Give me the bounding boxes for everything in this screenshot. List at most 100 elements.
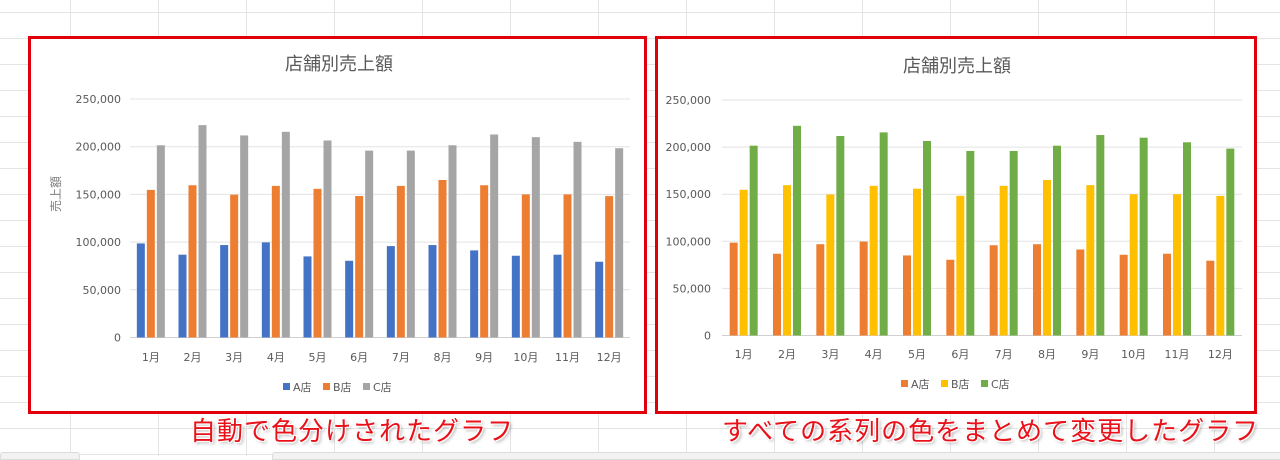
bar-B店[interactable] xyxy=(563,194,572,338)
y-tick-label: 250,000 xyxy=(666,94,712,107)
legend-label[interactable]: A店 xyxy=(911,377,930,391)
x-tick-label: 1月 xyxy=(735,348,753,361)
bar-A店[interactable] xyxy=(816,244,825,336)
bar-A店[interactable] xyxy=(989,245,998,336)
bar-B店[interactable] xyxy=(188,185,197,338)
bar-A店[interactable] xyxy=(1033,244,1041,336)
bar-B店[interactable] xyxy=(783,185,791,336)
bar-B店[interactable] xyxy=(999,185,1008,336)
bar-C店[interactable] xyxy=(448,145,457,338)
bar-A店[interactable] xyxy=(261,242,270,338)
legend-label[interactable]: C店 xyxy=(991,377,1010,391)
bar-C店[interactable] xyxy=(198,125,207,338)
bar-C店[interactable] xyxy=(406,150,415,338)
bar-C店[interactable] xyxy=(531,137,540,338)
bar-C店[interactable] xyxy=(879,132,888,336)
bar-A店[interactable] xyxy=(1119,254,1128,336)
bars xyxy=(729,125,1235,336)
x-tick-label: 10月 xyxy=(513,351,538,364)
bar-A店[interactable] xyxy=(428,245,437,338)
legend-label[interactable]: B店 xyxy=(951,377,970,391)
bar-B店[interactable] xyxy=(605,196,614,338)
bar-C店[interactable] xyxy=(1053,145,1061,336)
bar-A店[interactable] xyxy=(178,254,187,338)
bar-B店[interactable] xyxy=(230,194,239,338)
x-tick-label: 3月 xyxy=(225,351,243,364)
bar-B店[interactable] xyxy=(355,196,364,338)
caption-auto-color: 自動で色分けされたグラフ xyxy=(190,417,515,447)
bar-A店[interactable] xyxy=(553,254,562,338)
x-tick-label: 6月 xyxy=(350,351,368,364)
bar-A店[interactable] xyxy=(303,256,312,338)
bar-B店[interactable] xyxy=(313,188,322,338)
y-tick-label: 0 xyxy=(114,332,121,345)
bar-C店[interactable] xyxy=(490,134,499,338)
bar-C店[interactable] xyxy=(615,148,624,338)
bar-A店[interactable] xyxy=(1163,253,1171,336)
bar-A店[interactable] xyxy=(729,242,738,336)
bar-B店[interactable] xyxy=(913,188,921,336)
bar-A店[interactable] xyxy=(859,241,868,336)
bar-C店[interactable] xyxy=(1009,150,1018,336)
bar-C店[interactable] xyxy=(923,140,931,336)
bar-C店[interactable] xyxy=(323,140,332,338)
bar-C店[interactable] xyxy=(156,145,165,338)
legend-swatch xyxy=(323,383,330,390)
y-tick-label: 50,000 xyxy=(673,282,712,295)
bar-B店[interactable] xyxy=(826,194,835,336)
bar-A店[interactable] xyxy=(511,255,520,338)
bar-C店[interactable] xyxy=(966,150,975,336)
bar-A店[interactable] xyxy=(1076,249,1085,336)
bar-C店[interactable] xyxy=(281,131,290,338)
bar-B店[interactable] xyxy=(271,185,280,338)
bar-A店[interactable] xyxy=(386,246,395,338)
bar-A店[interactable] xyxy=(773,253,781,336)
bar-C店[interactable] xyxy=(573,141,582,338)
bar-C店[interactable] xyxy=(1096,135,1105,336)
bar-B店[interactable] xyxy=(739,189,748,336)
bar-A店[interactable] xyxy=(1206,260,1215,336)
bar-C店[interactable] xyxy=(1226,148,1235,336)
bar-A店[interactable] xyxy=(595,261,604,338)
bar-B店[interactable] xyxy=(956,195,965,336)
y-tick-label: 0 xyxy=(704,330,711,343)
bar-B店[interactable] xyxy=(1173,194,1181,336)
x-tick-label: 4月 xyxy=(865,348,883,361)
y-tick-label: 200,000 xyxy=(666,141,712,154)
bar-B店[interactable] xyxy=(146,189,155,338)
bar-B店[interactable] xyxy=(1216,195,1225,336)
bar-B店[interactable] xyxy=(396,185,405,338)
bar-A店[interactable] xyxy=(136,243,145,338)
legend-label[interactable]: C店 xyxy=(373,380,392,394)
y-tick-label: 150,000 xyxy=(666,188,712,201)
bar-A店[interactable] xyxy=(220,245,229,338)
bar-A店[interactable] xyxy=(470,250,479,338)
legend-label[interactable]: B店 xyxy=(333,380,352,394)
bar-B店[interactable] xyxy=(521,194,530,338)
bar-B店[interactable] xyxy=(438,179,447,338)
bar-C店[interactable] xyxy=(793,125,801,336)
y-axis: 0 50,000 100,000 150,000 200,000 250,000 xyxy=(666,94,1242,343)
bar-B店[interactable] xyxy=(480,185,489,338)
bar-C店[interactable] xyxy=(836,135,845,336)
x-tick-label: 4月 xyxy=(267,351,285,364)
x-tick-label: 9月 xyxy=(1081,348,1099,361)
bar-C店[interactable] xyxy=(1139,137,1148,336)
bar-C店[interactable] xyxy=(1183,142,1191,336)
bar-A店[interactable] xyxy=(345,260,354,338)
bar-C店[interactable] xyxy=(365,150,374,338)
bar-A店[interactable] xyxy=(946,259,955,336)
y-tick-label: 200,000 xyxy=(76,141,122,154)
x-tick-label: 8月 xyxy=(1038,348,1056,361)
bar-B店[interactable] xyxy=(1129,194,1138,336)
bar-A店[interactable] xyxy=(903,255,911,336)
y-tick-label: 100,000 xyxy=(666,235,712,248)
bar-C店[interactable] xyxy=(749,145,758,336)
bar-C店[interactable] xyxy=(240,135,249,338)
legend-label[interactable]: A店 xyxy=(293,380,312,394)
bar-B店[interactable] xyxy=(1043,179,1051,336)
bar-B店[interactable] xyxy=(1086,185,1095,336)
bar-B店[interactable] xyxy=(869,185,878,336)
